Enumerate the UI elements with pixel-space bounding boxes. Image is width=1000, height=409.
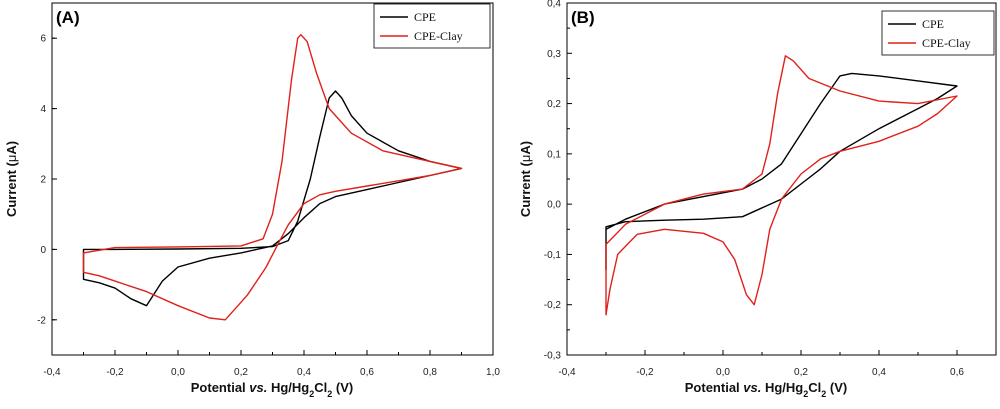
plot-frame xyxy=(51,2,494,356)
x-tick-label: 0,2 xyxy=(234,367,248,378)
plot-frame xyxy=(566,2,997,356)
x-axis-label: Potential vs. Hg/Hg2Cl2 (V) xyxy=(191,380,353,399)
y-tick-label: 0 xyxy=(40,245,46,256)
x-tick-label: 0,0 xyxy=(171,367,185,378)
x-tick-label: -0,2 xyxy=(106,367,124,378)
x-tick-label: 0,6 xyxy=(950,367,964,378)
y-tick-label: 0,0 xyxy=(547,200,561,211)
y-tick-label: 0,2 xyxy=(547,99,561,110)
x-tick-label: 1,0 xyxy=(486,367,500,378)
y-tick-label: -0,3 xyxy=(544,351,562,362)
x-tick-label: -0,2 xyxy=(636,367,654,378)
series-line-cpe-clay xyxy=(82,34,463,321)
legend-box xyxy=(373,3,491,49)
x-tick-label: -0,4 xyxy=(43,367,61,378)
x-tick-label: 0,6 xyxy=(360,367,374,378)
x-tick-label: -0,4 xyxy=(558,367,576,378)
series-line-cpe xyxy=(605,72,958,271)
legend-box xyxy=(881,10,995,56)
series-line-cpe xyxy=(82,90,463,307)
series-line-cpe-clay xyxy=(605,55,958,316)
panel-b: -0,4 -0,2 0,0 0,2 0,4 0,6 -0,3 -0,2 -0,1 0,0 0,1 0,… xyxy=(518,0,997,399)
y-tick-label: -0,1 xyxy=(544,250,562,261)
legend-label: CPE-Clay xyxy=(414,29,463,43)
legend-label: CPE-Clay xyxy=(922,36,971,50)
y-axis-label: Current (μA) xyxy=(4,141,19,217)
x-tick-label: 0,4 xyxy=(297,367,311,378)
x-axis-label: Potential vs. Hg/Hg2Cl2 (V) xyxy=(685,380,847,399)
panel-label: (A) xyxy=(56,8,80,27)
y-tick-label: 0,1 xyxy=(547,149,561,160)
legend-label: CPE xyxy=(414,10,436,24)
y-tick-label: 4 xyxy=(40,104,46,115)
x-tick-label: 0,8 xyxy=(423,367,437,378)
y-axis-label: Current (μA) xyxy=(518,141,533,217)
x-tick-label: 0,0 xyxy=(716,367,730,378)
x-tick-label: 0,4 xyxy=(872,367,886,378)
y-tick-label: -0,2 xyxy=(544,300,562,311)
legend-label: CPE xyxy=(922,17,944,31)
y-tick-label: 0,3 xyxy=(547,49,561,60)
legend: CPE CPE-Clay xyxy=(881,10,995,56)
y-tick-label: 2 xyxy=(40,175,46,186)
y-tick-label: 0,4 xyxy=(547,0,561,10)
x-tick-label: 0,2 xyxy=(794,367,808,378)
y-tick-label: 6 xyxy=(40,34,46,45)
legend: CPE CPE-Clay xyxy=(373,3,491,49)
y-tick-label: -2 xyxy=(37,315,46,326)
panel-label: (B) xyxy=(571,8,595,27)
panel-a: -0,4 -0,2 0,0 0,2 0,4 0,6 0,8 1,0 -2 0 2 4 6 Potentia… xyxy=(4,2,500,399)
